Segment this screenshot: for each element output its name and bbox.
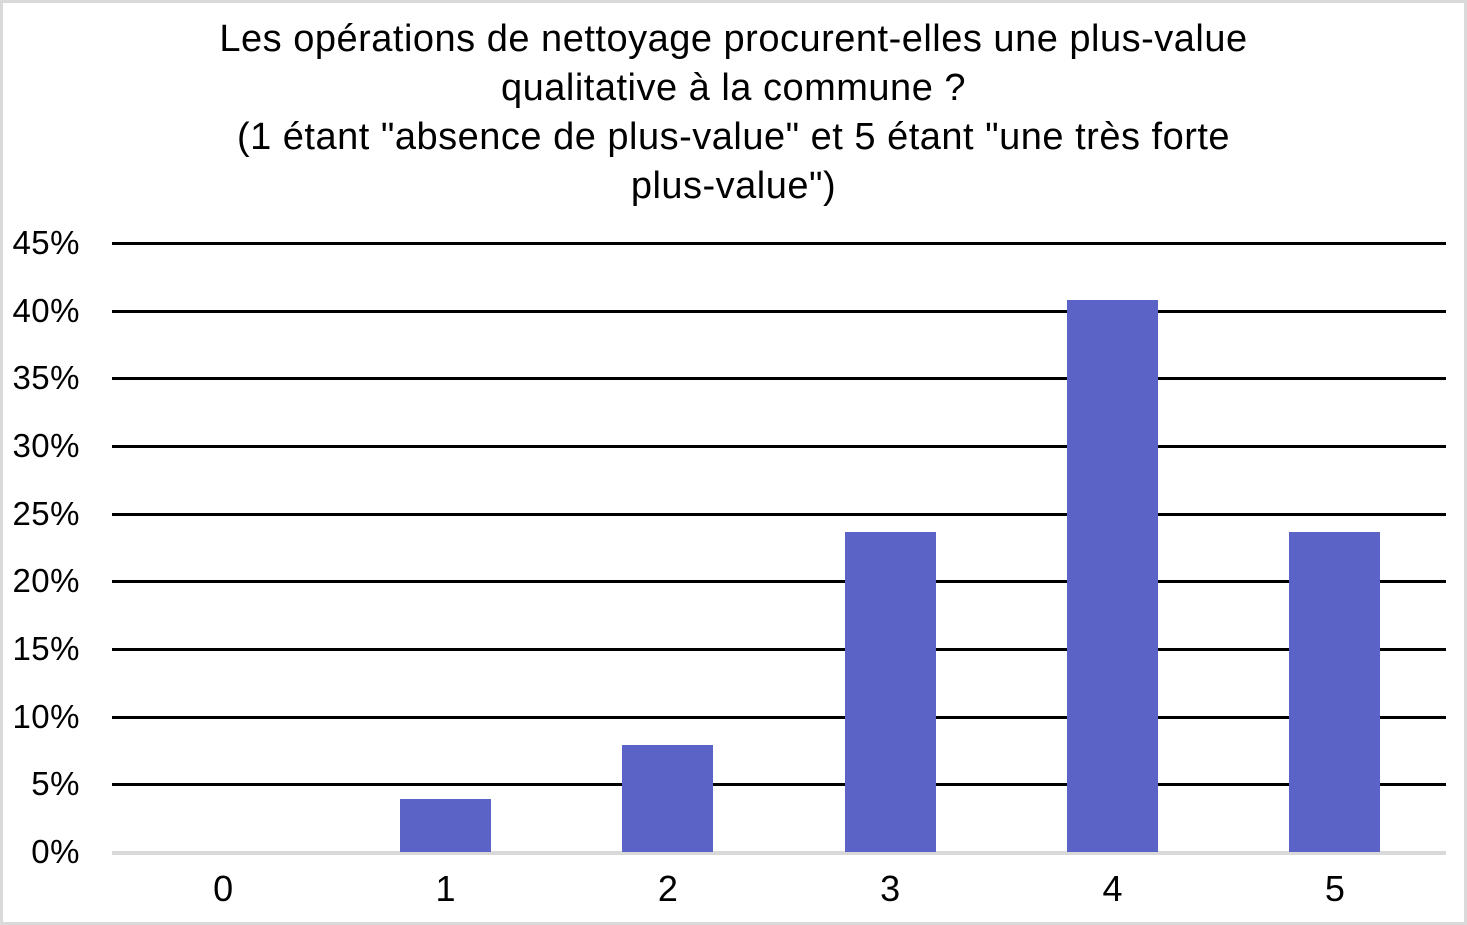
gridline	[112, 309, 1446, 313]
chart-title-line-2: qualitative à la commune ?	[500, 67, 967, 109]
gridline	[112, 715, 1446, 719]
bar-category-2	[622, 745, 714, 852]
y-tick-label: 40%	[12, 291, 80, 329]
gridline	[112, 242, 1446, 245]
chart-title: Les opérations de nettoyage procurent-el…	[3, 15, 1464, 211]
gridline	[112, 377, 1446, 381]
bar-category-4	[1067, 299, 1158, 852]
chart-title-line-3: (1 étant "absence de plus-value" et 5 ét…	[236, 116, 1231, 158]
gridline	[112, 580, 1446, 584]
y-tick-label: 45%	[12, 224, 80, 261]
y-tick-label: 5%	[31, 765, 80, 803]
plot-area	[112, 242, 1446, 855]
y-tick-label: 25%	[12, 494, 80, 532]
x-tick-label: 5	[1324, 868, 1345, 909]
y-tick-label: 20%	[12, 562, 80, 600]
y-tick-label: 15%	[12, 630, 80, 667]
x-tick-label: 3	[880, 868, 901, 909]
bar-category-1	[400, 798, 491, 852]
gridline	[112, 648, 1446, 651]
bar-category-5	[1289, 531, 1381, 852]
gridline	[112, 783, 1446, 787]
gridline	[112, 512, 1446, 516]
y-tick-label: 35%	[12, 359, 80, 397]
y-tick-label: 10%	[12, 697, 80, 735]
chart-title-line-4: plus-value")	[630, 165, 837, 207]
x-tick-label: 2	[657, 868, 678, 909]
x-tick-label: 4	[1102, 868, 1123, 909]
x-tick-label: 0	[213, 868, 234, 909]
y-tick-label: 30%	[12, 427, 80, 464]
x-tick-label: 1	[435, 868, 456, 909]
gridline	[112, 445, 1446, 448]
bar-category-3	[844, 531, 936, 852]
chart-title-line-1: Les opérations de nettoyage procurent-el…	[219, 18, 1248, 60]
y-tick-label: 0%	[31, 833, 80, 870]
x-axis-baseline	[112, 851, 1446, 855]
